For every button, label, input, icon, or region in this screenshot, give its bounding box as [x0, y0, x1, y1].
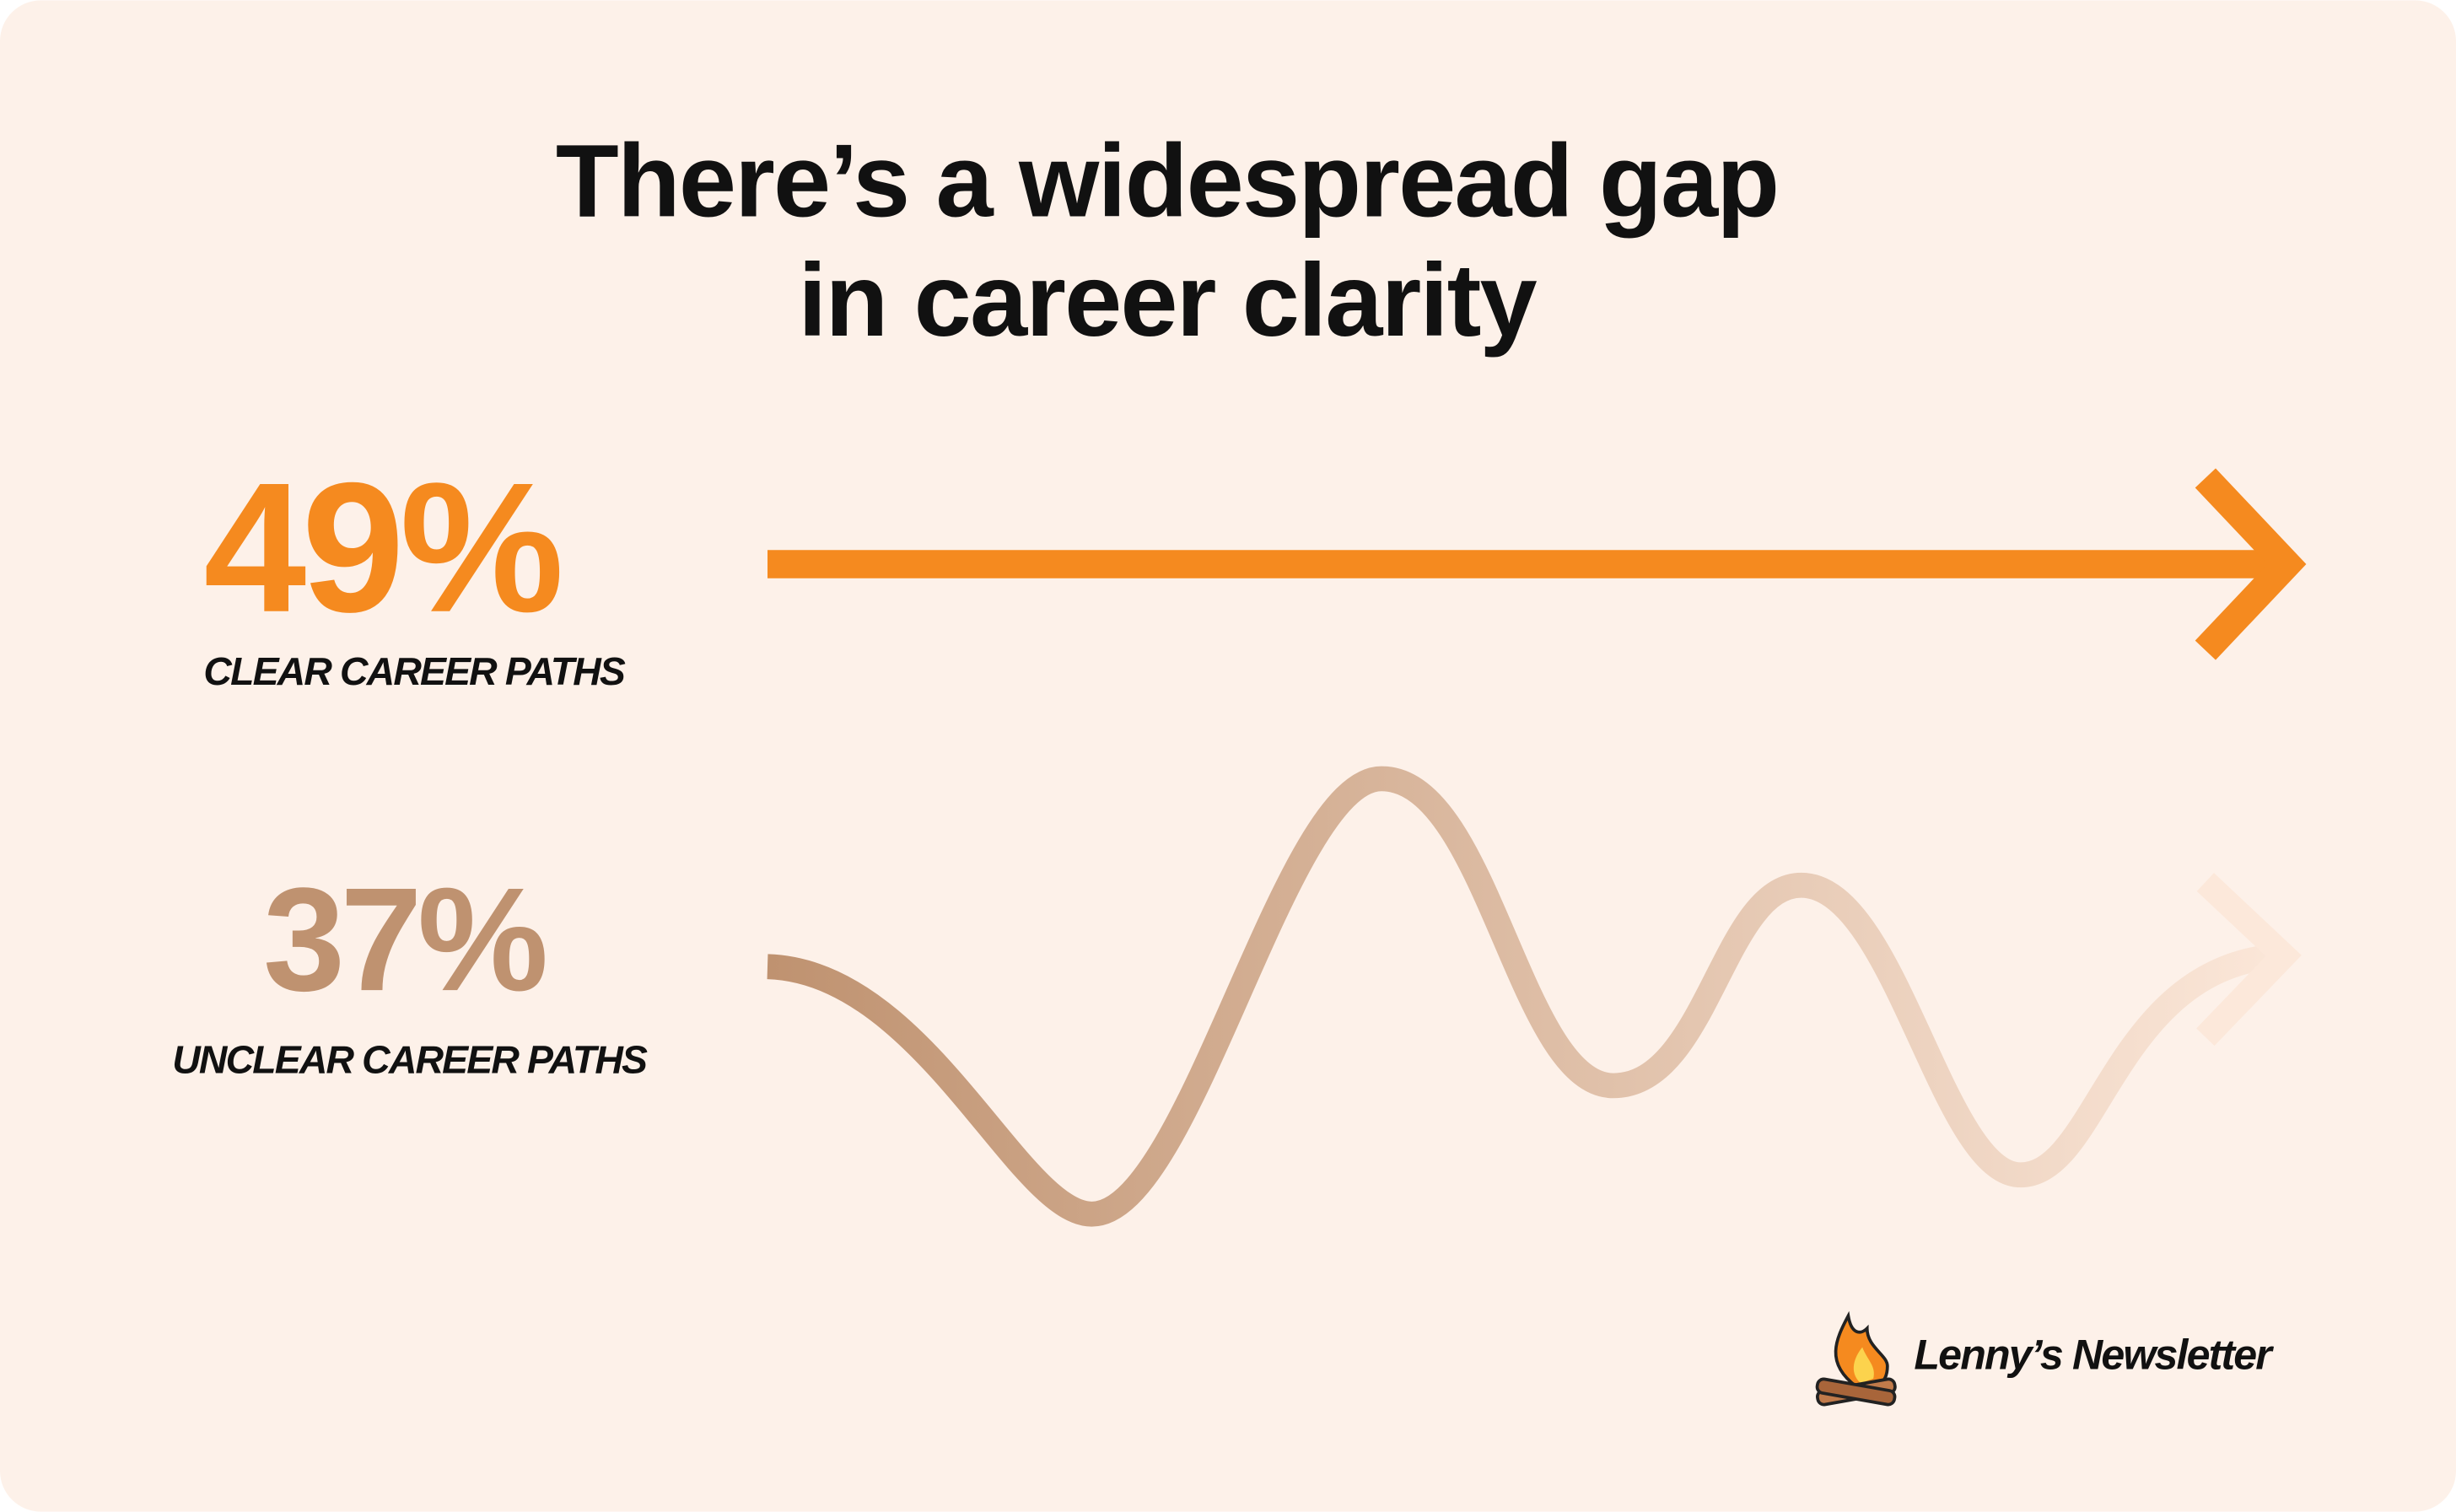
wave-arrow: [767, 766, 2285, 1227]
brand: Lenny’s Newsletter: [1914, 1332, 2274, 1379]
logo: [1815, 1310, 1897, 1407]
title-line: There’s a widespread gap: [556, 123, 1778, 239]
arrow-head: [2196, 873, 2302, 1047]
stat-value: 49%: [203, 445, 560, 651]
stat-value: 37%: [263, 857, 545, 1021]
arrow-head: [2195, 468, 2307, 660]
title-line: in career clarity: [798, 242, 1537, 358]
stat-label: UNCLEAR CAREER PATHS: [172, 1038, 648, 1082]
stat-label: CLEAR CAREER PATHS: [203, 649, 625, 693]
